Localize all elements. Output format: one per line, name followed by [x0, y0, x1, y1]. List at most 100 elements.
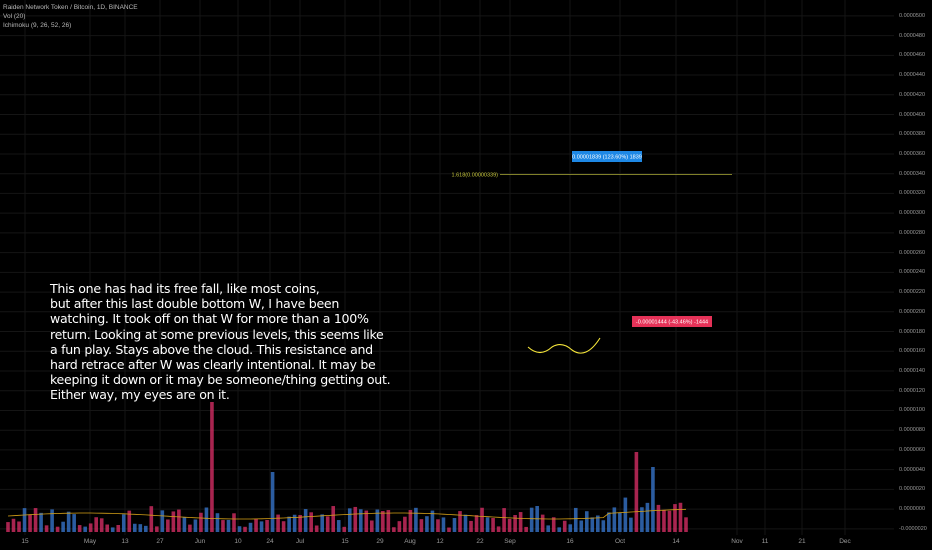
x-tick-label: May: [83, 538, 97, 545]
volume-bar: [331, 506, 336, 532]
volume-bar: [651, 467, 655, 532]
volume-bar: [425, 516, 429, 532]
volume-bar: [77, 525, 82, 532]
volume-bar: [210, 402, 214, 532]
y-tick-label: -0.0000020: [899, 525, 927, 532]
volume-bar: [573, 507, 578, 532]
volume-bar: [551, 517, 556, 532]
volume-bar: [408, 510, 413, 532]
volume-bar: [403, 516, 407, 532]
volume-bar: [138, 524, 143, 532]
x-tick-label: Aug: [404, 538, 416, 545]
y-tick-label: 0.0000300: [899, 210, 925, 217]
volume-bar: [237, 526, 242, 532]
volume-bar: [66, 511, 71, 532]
volume-bar: [441, 517, 446, 532]
volume-bar: [188, 524, 192, 532]
volume-bar: [452, 518, 457, 532]
volume-bar: [579, 520, 584, 532]
y-tick-label: 0.0000240: [899, 269, 925, 276]
volume-bar: [121, 514, 126, 532]
volume-bar: [99, 518, 104, 532]
volume-bar: [292, 514, 297, 532]
y-tick-label: 0.0000280: [899, 229, 925, 236]
volume-bar: [171, 511, 176, 532]
volume-bar: [662, 509, 666, 532]
y-tick-label: 0.0000360: [899, 150, 925, 157]
x-tick-label: Dec: [839, 538, 851, 545]
y-tick-label: 0.0000100: [899, 407, 925, 414]
volume-bar: [232, 513, 236, 532]
volume-bar: [684, 517, 688, 532]
volume-bar: [132, 523, 137, 532]
volume-bar: [11, 518, 16, 532]
volume-bar: [61, 521, 65, 532]
annotation-text[interactable]: This one has had its free fall, like mos…: [50, 281, 391, 403]
volume-bar: [193, 519, 198, 532]
volume-bar: [309, 512, 313, 532]
volume-bar: [480, 507, 484, 532]
y-tick-label: 0.0000060: [899, 446, 925, 453]
symbol-title[interactable]: Raiden Network Token / Bitcoin, 1D, BINA…: [3, 4, 138, 11]
y-tick-label: 0.0000020: [899, 486, 925, 493]
volume-bar: [353, 506, 358, 532]
volume-bar: [656, 504, 661, 532]
volume-bar: [166, 519, 170, 532]
volume-bar: [469, 520, 473, 532]
volume-bar: [276, 514, 280, 532]
volume-bar: [72, 514, 76, 532]
volume-bar: [248, 522, 253, 532]
ichimoku-indicator-label[interactable]: Ichimoku (9, 26, 52, 26): [3, 22, 72, 29]
y-tick-label: 0.0000200: [899, 308, 925, 315]
price-range-measure[interactable]: 0.00001839 (123.60%) 1839 -0.00001444 (-4…: [565, 0, 712, 327]
volume-bar: [281, 521, 286, 532]
volume-bar: [221, 520, 225, 532]
y-tick-label: 0.0000180: [899, 328, 925, 335]
volume-bar: [667, 510, 672, 532]
time-axis[interactable]: 15 May 13 27 Jun 10 24 Jul 15 29 Aug 12 22 Sep 16 Oct 14…: [0, 535, 894, 550]
volume-bar: [375, 509, 380, 532]
y-tick-label: 0.0000480: [899, 32, 925, 39]
volume-bar: [607, 512, 611, 532]
volume-bar: [518, 512, 523, 532]
volume-bar: [265, 519, 269, 532]
measure-down-label-bg: [632, 316, 712, 327]
volume-indicator-label[interactable]: Vol (20): [3, 13, 26, 20]
y-tick-label: 0.0000460: [899, 52, 925, 59]
measure-up-label: 0.00001839 (123.60%) 1839: [572, 155, 642, 161]
x-tick-label: Nov: [731, 538, 743, 545]
volume-bar: [28, 514, 32, 532]
volume-bar: [629, 517, 633, 532]
double-bottom-w-drawing[interactable]: [527, 337, 601, 354]
volume-bar: [584, 511, 589, 532]
y-tick-label: 0.0000320: [899, 190, 925, 197]
volume-bar: [414, 507, 418, 532]
y-tick-label: 0.0000000: [899, 506, 925, 513]
volume-bar: [44, 525, 49, 532]
volume-ma-line: [7, 508, 687, 520]
measure-up-label-bg: [572, 151, 642, 162]
volume-bar: [17, 521, 21, 532]
volume-bar: [640, 507, 644, 532]
volume-bar: [259, 521, 264, 532]
volume-bar: [524, 526, 528, 532]
volume-bar: [347, 508, 352, 532]
volume-bar: [325, 516, 330, 532]
w-curve: [527, 337, 601, 354]
volume-bar: [496, 526, 501, 532]
volume-bar: [419, 519, 424, 532]
volume-bar: [270, 472, 275, 532]
fib-retracement-left[interactable]: 0(0.00003328)0.236(0.00002892)0.382(0.00…: [452, 0, 732, 179]
volume-bar: [529, 507, 534, 532]
volume-bar: [358, 509, 363, 532]
price-axis[interactable]: 0.0000500 0.0000480 0.0000460 0.0000440 0.00…: [894, 0, 932, 550]
volume-bar: [507, 518, 512, 532]
volume-bar: [116, 525, 121, 532]
x-tick-label: 15: [21, 538, 29, 545]
volume-bar: [546, 525, 550, 532]
x-tick-label: 15: [341, 538, 349, 545]
x-tick-label: Sep: [504, 538, 516, 545]
y-tick-label: 0.0000040: [899, 466, 925, 473]
